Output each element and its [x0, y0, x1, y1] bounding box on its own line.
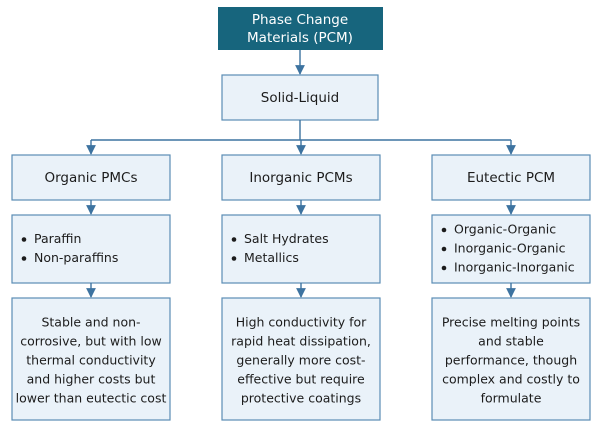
- root-label: Phase Change: [252, 12, 348, 28]
- description-line: generally more cost-: [236, 353, 365, 368]
- bullet: [441, 265, 447, 271]
- description-line: effective but require: [237, 372, 365, 387]
- item: Non-paraffins: [34, 250, 118, 265]
- bullet: [441, 227, 447, 233]
- description-line: Stable and non-: [41, 315, 140, 330]
- bullet: [21, 237, 27, 242]
- items-box: [11, 214, 171, 284]
- item: Inorganic-Organic: [454, 241, 566, 256]
- description-box: [11, 297, 171, 421]
- description-line: rapid heat dissipation,: [231, 334, 371, 349]
- item: Organic-Organic: [454, 222, 556, 237]
- description-box: [431, 297, 591, 421]
- description-line: formulate: [481, 391, 542, 406]
- description-line: thermal conductivity: [26, 353, 156, 368]
- category-title: Inorganic PCMs: [249, 170, 352, 186]
- category-box: [11, 154, 171, 201]
- description-line: performance, though: [445, 353, 577, 368]
- description-line: Precise melting points: [442, 315, 580, 330]
- items-box: [431, 214, 591, 284]
- item: Metallics: [244, 250, 299, 265]
- level1-box: [221, 74, 379, 121]
- bullet: [231, 237, 237, 242]
- description-line: corrosive, but with low: [20, 334, 162, 349]
- description-line: and higher costs but: [27, 372, 156, 387]
- description-line: protective coatings: [241, 391, 361, 406]
- category-title: Organic PMCs: [44, 170, 137, 186]
- level1-label: Solid-Liquid: [261, 90, 340, 106]
- item: Salt Hydrates: [244, 231, 329, 246]
- item: Paraffin: [34, 231, 81, 246]
- category-box: [221, 154, 381, 201]
- root-box: [218, 7, 383, 50]
- description-box: [221, 297, 381, 421]
- root-label: Materials (PCM): [247, 30, 353, 46]
- category-title: Eutectic PCM: [467, 170, 555, 186]
- items-box: [221, 214, 381, 284]
- bullet: [441, 246, 447, 252]
- bullet: [21, 256, 27, 261]
- description-line: High conductivity for: [236, 315, 367, 330]
- description-line: and stable: [478, 334, 544, 349]
- bullet: [231, 256, 237, 261]
- description-line: complex and costly to: [442, 372, 580, 387]
- description-line: lower than eutectic cost: [16, 391, 167, 406]
- item: Inorganic-Inorganic: [454, 260, 575, 275]
